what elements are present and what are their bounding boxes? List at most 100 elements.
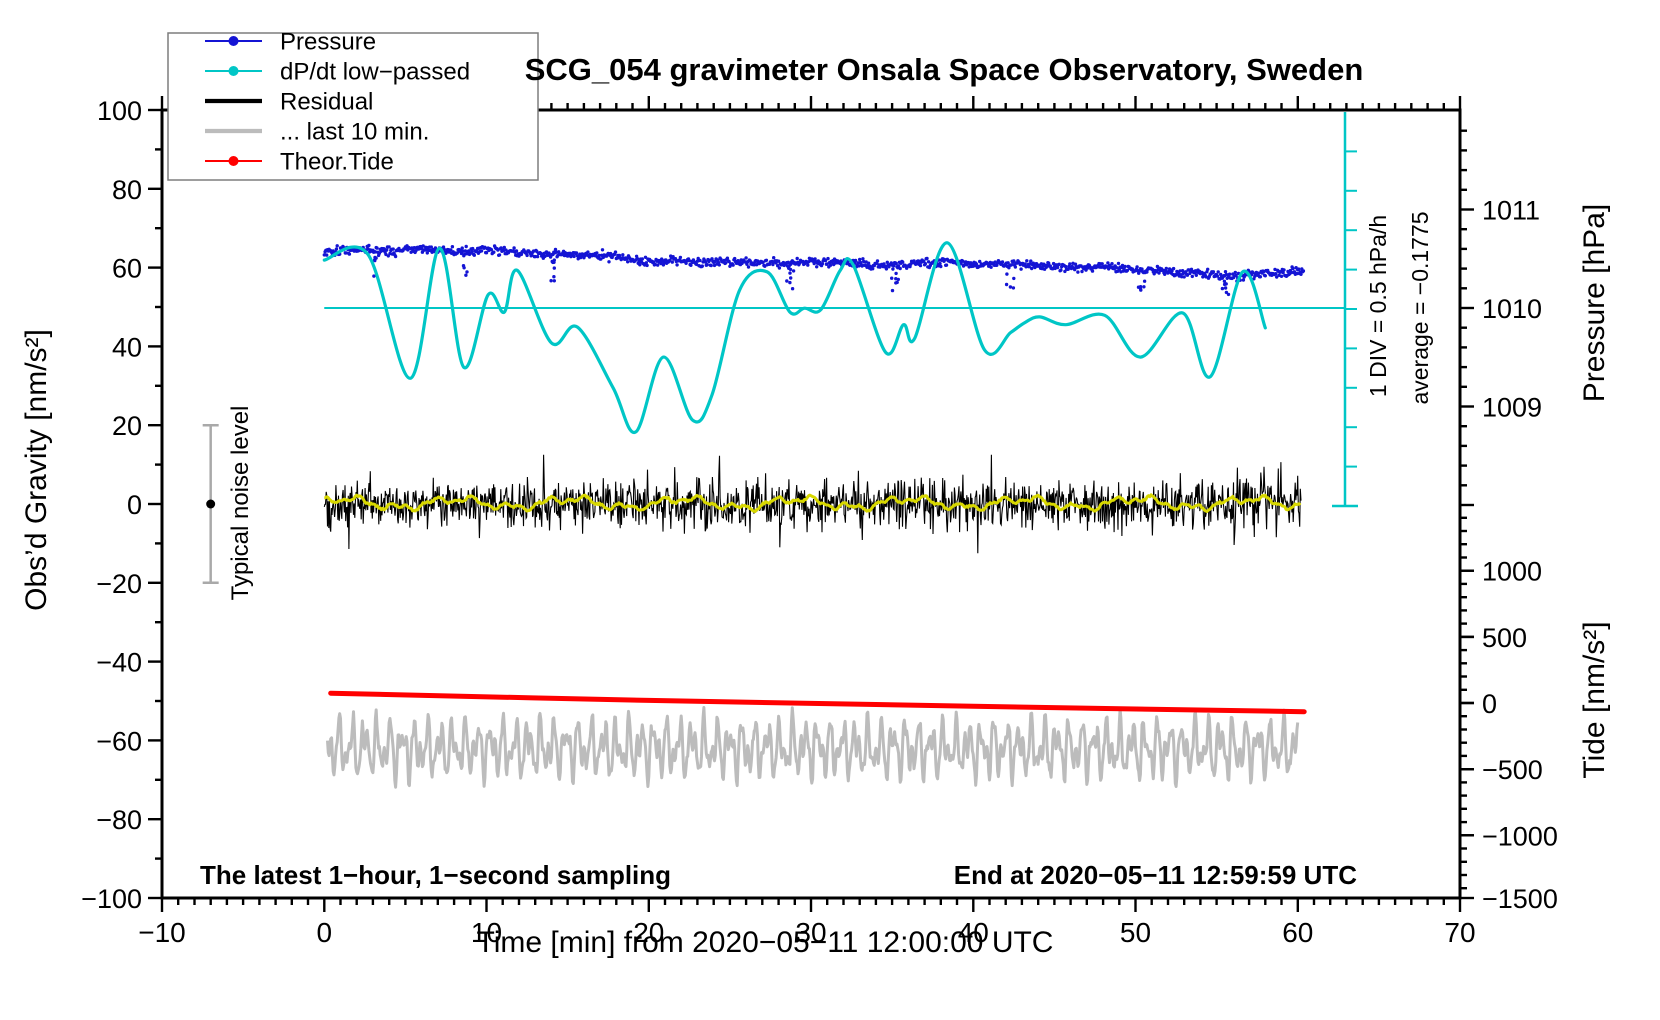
pressure-tick-label: 1010: [1482, 294, 1542, 324]
pressure-dot: [643, 255, 648, 259]
pressure-dot: [815, 265, 819, 269]
pressure-outlier-dot: [1220, 286, 1225, 291]
pressure-dot: [1123, 264, 1127, 269]
pressure-dot: [489, 248, 494, 252]
pressure-dot: [421, 244, 425, 248]
pressure-dot: [449, 248, 453, 252]
x-tick-label: 70: [1444, 917, 1475, 948]
pressure-dot: [700, 264, 704, 268]
noise-bar-center-dot: [206, 499, 216, 509]
pressure-outlier-dot: [373, 255, 377, 260]
pressure-outlier-dot: [791, 269, 796, 273]
pressure-dot: [450, 245, 455, 249]
residual-lowpass-series: [324, 493, 1302, 513]
pressure-outlier-dot: [1138, 285, 1143, 289]
pressure-dot: [1073, 267, 1077, 272]
tide-tick-label: −1500: [1482, 884, 1558, 914]
pressure-outlier-dot: [1222, 279, 1227, 283]
pressure-dot: [492, 250, 496, 254]
pressure-dot: [391, 247, 395, 251]
pressure-dot: [1164, 266, 1169, 271]
pressure-dot: [1185, 273, 1190, 277]
x-tick-label: 30: [795, 917, 826, 948]
pressure-dot: [1299, 272, 1303, 276]
pressure-dot: [923, 262, 928, 266]
pressure-dot: [705, 263, 709, 267]
pressure-dot: [926, 260, 931, 264]
pressure-dot: [885, 260, 889, 264]
tide-tick-label: −1000: [1482, 821, 1558, 851]
pressure-dot: [820, 262, 825, 266]
average-label: average = −0.1775: [1407, 211, 1433, 404]
pressure-dot: [862, 259, 866, 264]
pressure-dot: [347, 252, 352, 256]
axes-layer: −10 0 10 20 30 40 50 60 70−100−80−60−40−20020406…: [81, 96, 1558, 948]
pressure-dot: [1281, 270, 1285, 275]
legend-label: Residual: [280, 89, 373, 116]
gravity-tick-label: 0: [127, 490, 142, 520]
pressure-outlier-dot: [1005, 272, 1009, 276]
pressure-dot: [1140, 267, 1144, 271]
pressure-dot: [1234, 273, 1238, 278]
pressure-dot: [479, 249, 484, 253]
pressure-dot: [772, 256, 776, 260]
pressure-dot: [826, 256, 830, 261]
gravity-tick-label: −80: [96, 805, 142, 835]
pressure-dot: [1100, 262, 1104, 266]
pressure-dot: [813, 257, 817, 261]
pressure-dot: [733, 256, 737, 261]
pressure-dot: [460, 246, 464, 250]
pressure-outlier-dot: [1224, 282, 1228, 286]
pressure-dot: [724, 261, 728, 265]
pressure-dot: [1009, 263, 1014, 267]
theor-tide-series: [328, 690, 1307, 715]
pressure-dot: [1194, 273, 1199, 277]
residual-series: [323, 454, 1302, 554]
pressure-dot: [1116, 261, 1121, 266]
pressure-dot: [1279, 274, 1284, 278]
legend-item-pressure: Pressure: [205, 29, 376, 56]
pressure-outlier-dot: [552, 260, 556, 264]
pressure-dot: [744, 256, 748, 260]
pressure-dot: [470, 249, 474, 254]
pressure-dot: [1252, 277, 1256, 281]
pressure-dot: [613, 250, 618, 254]
legend-label: Theor.Tide: [280, 149, 394, 176]
pressure-dot: [771, 262, 775, 267]
pressure-dot: [1023, 262, 1027, 266]
pressure-outlier-dot: [894, 281, 898, 285]
pressure-dot: [944, 263, 949, 267]
gravity-tick-label: 20: [112, 411, 142, 441]
pressure-outlier-dot: [785, 279, 789, 283]
pressure-dot: [1263, 274, 1268, 278]
pressure-dot: [334, 247, 339, 251]
legend-item--last-10-min-: ... last 10 min.: [205, 119, 429, 146]
pressure-outlier-dot: [549, 279, 553, 283]
pressure-dot: [896, 264, 901, 268]
pressure-outlier-dot: [790, 287, 795, 291]
pressure-dot: [1258, 275, 1263, 279]
pressure-dot: [535, 254, 540, 259]
pressure-dot: [1055, 265, 1060, 270]
pressure-dot: [651, 260, 656, 264]
pressure-dot: [675, 263, 679, 267]
pressure-dot: [1295, 271, 1299, 276]
gravity-tick-label: 80: [112, 175, 142, 205]
gravity-tick-label: 40: [112, 332, 142, 362]
tide-tick-label: 1000: [1482, 557, 1542, 587]
pressure-dot: [1257, 271, 1261, 275]
pressure-dot: [717, 263, 721, 267]
pressure-dot: [608, 251, 613, 256]
pressure-dot: [1190, 274, 1195, 279]
typical-noise-errorbar: [202, 423, 219, 585]
tide-tick-label: −500: [1482, 755, 1543, 785]
pressure-dot: [638, 263, 642, 267]
gravity-axis-title: Obs’d Gravity [nm/s²]: [20, 329, 53, 611]
pressure-dot: [1047, 261, 1051, 265]
pressure-dot: [414, 249, 418, 253]
pressure-dot: [1059, 268, 1063, 272]
pressure-outlier-dot: [552, 279, 556, 283]
pressure-outlier-dot: [789, 276, 793, 280]
pressure-dot: [1152, 272, 1156, 276]
